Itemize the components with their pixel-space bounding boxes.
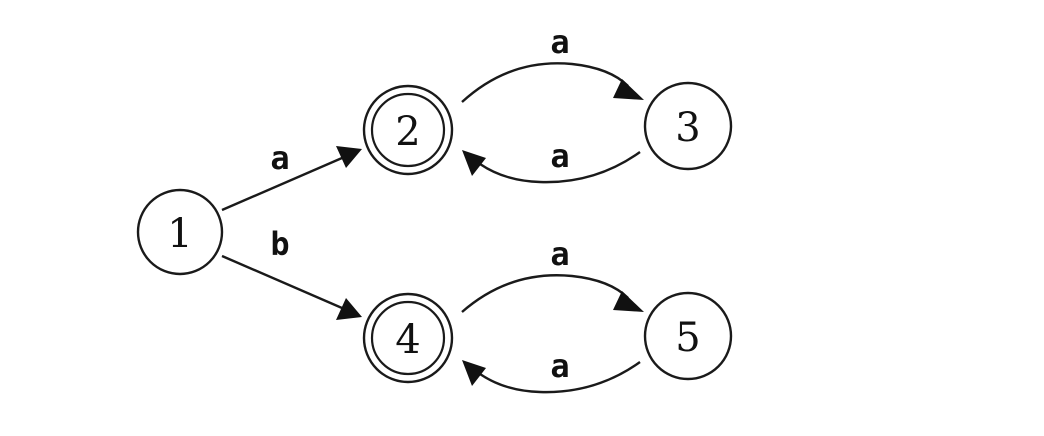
state-2: 2 [362, 84, 454, 176]
arrowhead [336, 146, 362, 168]
state-circle-outer [362, 292, 454, 384]
transition-2-3: a [461, 23, 644, 103]
edge-line [221, 156, 343, 212]
state-label: 5 [675, 315, 700, 361]
state-circle-outer [362, 84, 454, 176]
transition-5-4: a [462, 347, 641, 394]
arrowhead [462, 360, 486, 386]
edge-label: a [550, 23, 569, 61]
edge-line [479, 361, 641, 394]
arrowhead [336, 298, 362, 320]
transition-1-2: a [221, 139, 362, 212]
state-circle [643, 81, 733, 171]
edge-line [461, 62, 629, 103]
state-circle-inner [370, 92, 446, 168]
edge-label: b [270, 225, 289, 263]
state-label: 2 [395, 109, 420, 155]
arrowhead [613, 291, 644, 312]
edge-label: a [550, 137, 569, 175]
state-label: 4 [395, 317, 420, 363]
state-1: 1 [136, 188, 224, 276]
transition-4-5: a [461, 235, 644, 313]
state-circle-inner [370, 300, 446, 376]
state-label: 1 [167, 211, 192, 257]
state-3: 3 [643, 81, 733, 171]
edge-line [479, 151, 641, 184]
edge-label: a [550, 235, 569, 273]
transition-1-4: b [221, 225, 362, 320]
edge-line [461, 274, 629, 313]
edge-line [221, 254, 343, 310]
state-circle [643, 291, 733, 381]
state-4: 4 [362, 292, 454, 384]
arrowhead [462, 150, 486, 176]
state-5: 5 [643, 291, 733, 381]
edge-label: a [270, 139, 289, 177]
state-label: 3 [675, 105, 700, 151]
transition-3-2: a [462, 137, 641, 184]
edge-label: a [550, 347, 569, 385]
arrowhead [613, 79, 644, 100]
state-circle [136, 188, 224, 276]
